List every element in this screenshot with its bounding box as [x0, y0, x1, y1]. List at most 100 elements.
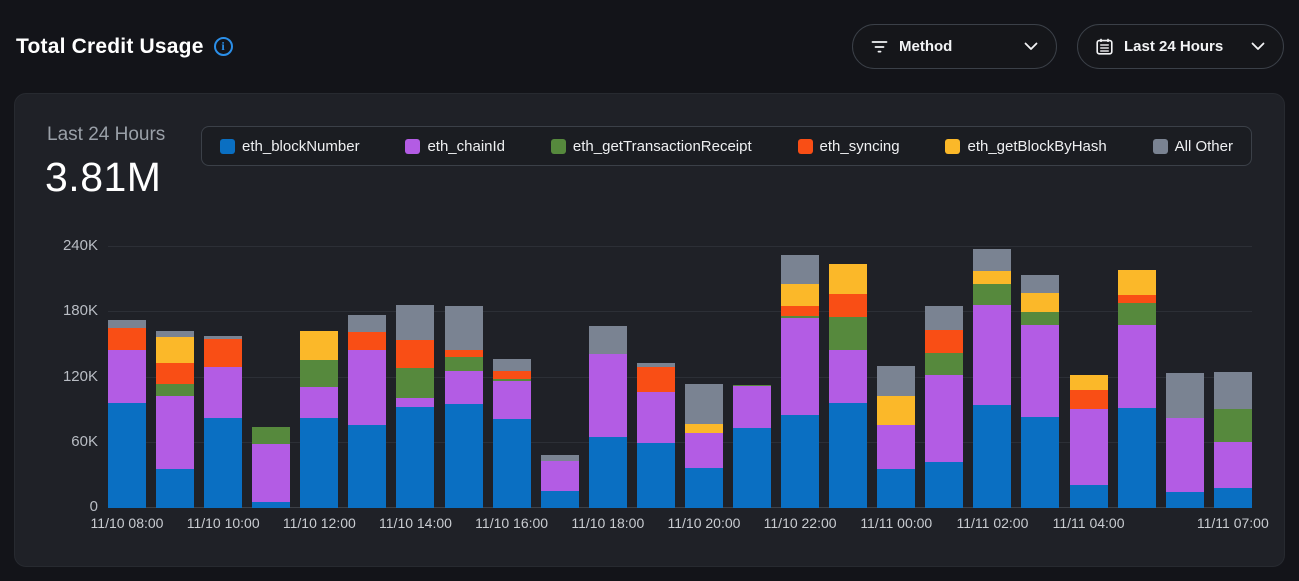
segment-eth_chainId[interactable] [156, 396, 194, 469]
segment-eth_blockNumber[interactable] [1021, 417, 1059, 508]
bar-11-11-03-00[interactable] [1021, 275, 1059, 508]
legend-item-eth_chainId[interactable]: eth_chainId [405, 138, 505, 155]
segment-eth_blockNumber[interactable] [637, 443, 675, 508]
segment-eth_chainId[interactable] [781, 318, 819, 415]
bar-11-11-07-00[interactable] [1214, 372, 1252, 508]
segment-eth_blockNumber[interactable] [348, 425, 386, 508]
segment-eth_blockNumber[interactable] [925, 462, 963, 508]
segment-eth_getTransactionReceipt[interactable] [829, 317, 867, 351]
segment-eth_getBlockByHash[interactable] [1070, 375, 1108, 389]
segment-eth_syncing[interactable] [156, 363, 194, 384]
segment-eth_chainId[interactable] [1118, 325, 1156, 408]
segment-eth_chainId[interactable] [445, 371, 483, 404]
segment-eth_getTransactionReceipt[interactable] [252, 427, 290, 444]
time-range-dropdown[interactable]: Last 24 Hours [1077, 24, 1284, 69]
bar-11-10-18-00[interactable] [589, 326, 627, 508]
segment-All Other[interactable] [348, 315, 386, 332]
segment-eth_chainId[interactable] [252, 444, 290, 502]
segment-All Other[interactable] [445, 306, 483, 351]
segment-eth_chainId[interactable] [108, 350, 146, 402]
segment-eth_getBlockByHash[interactable] [829, 264, 867, 293]
bar-11-11-05-00[interactable] [1118, 270, 1156, 508]
segment-eth_chainId[interactable] [877, 425, 915, 469]
segment-eth_blockNumber[interactable] [1070, 485, 1108, 508]
segment-eth_chainId[interactable] [973, 305, 1011, 405]
segment-eth_blockNumber[interactable] [108, 403, 146, 509]
segment-eth_chainId[interactable] [348, 350, 386, 425]
segment-eth_blockNumber[interactable] [877, 469, 915, 508]
bar-11-10-21-00[interactable] [733, 385, 771, 508]
segment-eth_blockNumber[interactable] [781, 415, 819, 509]
bar-11-10-15-00[interactable] [445, 306, 483, 508]
segment-eth_blockNumber[interactable] [541, 491, 579, 508]
segment-eth_getBlockByHash[interactable] [685, 424, 723, 433]
legend-item-All-Other[interactable]: All Other [1153, 138, 1233, 155]
bar-11-10-22-00[interactable] [781, 255, 819, 508]
segment-eth_getBlockByHash[interactable] [973, 271, 1011, 284]
segment-eth_getBlockByHash[interactable] [156, 337, 194, 363]
segment-All Other[interactable] [1166, 373, 1204, 418]
segment-All Other[interactable] [1214, 372, 1252, 409]
segment-eth_getTransactionReceipt[interactable] [1021, 312, 1059, 325]
segment-eth_getTransactionReceipt[interactable] [396, 368, 434, 398]
segment-eth_blockNumber[interactable] [204, 418, 242, 508]
segment-eth_syncing[interactable] [204, 339, 242, 366]
segment-eth_getTransactionReceipt[interactable] [973, 284, 1011, 305]
segment-eth_blockNumber[interactable] [156, 469, 194, 508]
segment-All Other[interactable] [493, 359, 531, 371]
segment-eth_blockNumber[interactable] [685, 468, 723, 508]
segment-eth_getBlockByHash[interactable] [1118, 270, 1156, 295]
segment-eth_getTransactionReceipt[interactable] [300, 360, 338, 387]
segment-eth_getBlockByHash[interactable] [1021, 293, 1059, 313]
bar-11-10-13-00[interactable] [348, 315, 386, 508]
segment-eth_chainId[interactable] [1021, 325, 1059, 416]
segment-All Other[interactable] [589, 326, 627, 353]
segment-eth_getTransactionReceipt[interactable] [925, 353, 963, 376]
segment-eth_blockNumber[interactable] [445, 404, 483, 508]
segment-eth_chainId[interactable] [1166, 418, 1204, 492]
bar-11-11-01-00[interactable] [925, 306, 963, 508]
legend-item-eth_blockNumber[interactable]: eth_blockNumber [220, 138, 360, 155]
segment-eth_getTransactionReceipt[interactable] [1214, 409, 1252, 442]
segment-eth_chainId[interactable] [589, 354, 627, 438]
segment-eth_syncing[interactable] [1118, 295, 1156, 303]
segment-eth_chainId[interactable] [829, 350, 867, 402]
segment-eth_syncing[interactable] [348, 332, 386, 351]
segment-All Other[interactable] [108, 320, 146, 328]
segment-eth_blockNumber[interactable] [396, 407, 434, 508]
legend-item-eth_getBlockByHash[interactable]: eth_getBlockByHash [945, 138, 1106, 155]
segment-eth_getBlockByHash[interactable] [781, 284, 819, 306]
bar-11-11-06-00[interactable] [1166, 373, 1204, 508]
segment-All Other[interactable] [781, 255, 819, 284]
segment-eth_chainId[interactable] [637, 392, 675, 443]
segment-eth_blockNumber[interactable] [1166, 492, 1204, 508]
segment-eth_syncing[interactable] [829, 294, 867, 317]
segment-eth_chainId[interactable] [1070, 409, 1108, 485]
bar-11-10-19-00[interactable] [637, 363, 675, 508]
segment-eth_blockNumber[interactable] [300, 418, 338, 508]
segment-eth_syncing[interactable] [781, 306, 819, 316]
segment-eth_blockNumber[interactable] [252, 502, 290, 509]
segment-All Other[interactable] [1021, 275, 1059, 292]
bar-11-10-23-00[interactable] [829, 264, 867, 508]
bar-11-11-00-00[interactable] [877, 366, 915, 508]
segment-eth_syncing[interactable] [108, 328, 146, 351]
bar-11-10-20-00[interactable] [685, 384, 723, 508]
segment-All Other[interactable] [925, 306, 963, 330]
bar-11-10-08-00[interactable] [108, 320, 146, 508]
segment-eth_blockNumber[interactable] [829, 403, 867, 509]
segment-eth_getBlockByHash[interactable] [300, 331, 338, 360]
segment-eth_chainId[interactable] [733, 386, 771, 427]
segment-eth_getTransactionReceipt[interactable] [1118, 303, 1156, 326]
segment-eth_syncing[interactable] [925, 330, 963, 353]
segment-eth_chainId[interactable] [1214, 442, 1252, 489]
bar-11-10-17-00[interactable] [541, 455, 579, 508]
bar-11-10-09-00[interactable] [156, 331, 194, 508]
segment-eth_chainId[interactable] [541, 461, 579, 490]
segment-eth_syncing[interactable] [493, 371, 531, 379]
segment-eth_blockNumber[interactable] [589, 437, 627, 508]
segment-eth_getTransactionReceipt[interactable] [445, 357, 483, 371]
segment-All Other[interactable] [973, 249, 1011, 271]
segment-eth_blockNumber[interactable] [1118, 408, 1156, 508]
bar-11-11-04-00[interactable] [1070, 375, 1108, 508]
